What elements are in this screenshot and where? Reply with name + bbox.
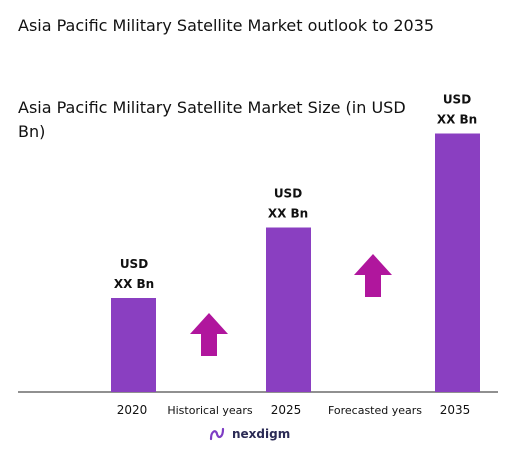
bar-2025 [266,227,311,392]
bar-chart: USD XX Bn 2020 USD XX Bn 2025 USD XX Bn 2035 Hist… [18,93,498,417]
bar-data-label: USD [274,187,302,201]
period-label: Forecasted years [328,404,422,417]
growth-arrow-up-icon [190,313,228,356]
growth-arrow-up-icon [354,254,392,297]
nexdigm-logo-icon [209,427,225,441]
brand-logo: nexdigm [208,426,290,442]
x-tick-label: 2025 [271,403,302,417]
page-title: Asia Pacific Military Satellite Market o… [18,16,435,35]
bar-data-label: XX Bn [437,113,477,127]
period-label: Historical years [167,404,253,417]
x-tick-label: 2035 [440,403,471,417]
bar-data-label: XX Bn [268,207,308,221]
chart-subtitle: Asia Pacific Military Satellite Market S… [18,98,406,141]
bar-2035 [435,133,480,392]
brand-name: nexdigm [232,427,291,441]
bar-data-label: USD [120,257,148,271]
bar-2020 [111,298,156,392]
x-tick-label: 2020 [117,403,148,417]
bar-data-label: XX Bn [114,277,154,291]
bar-data-label: USD [443,93,471,107]
